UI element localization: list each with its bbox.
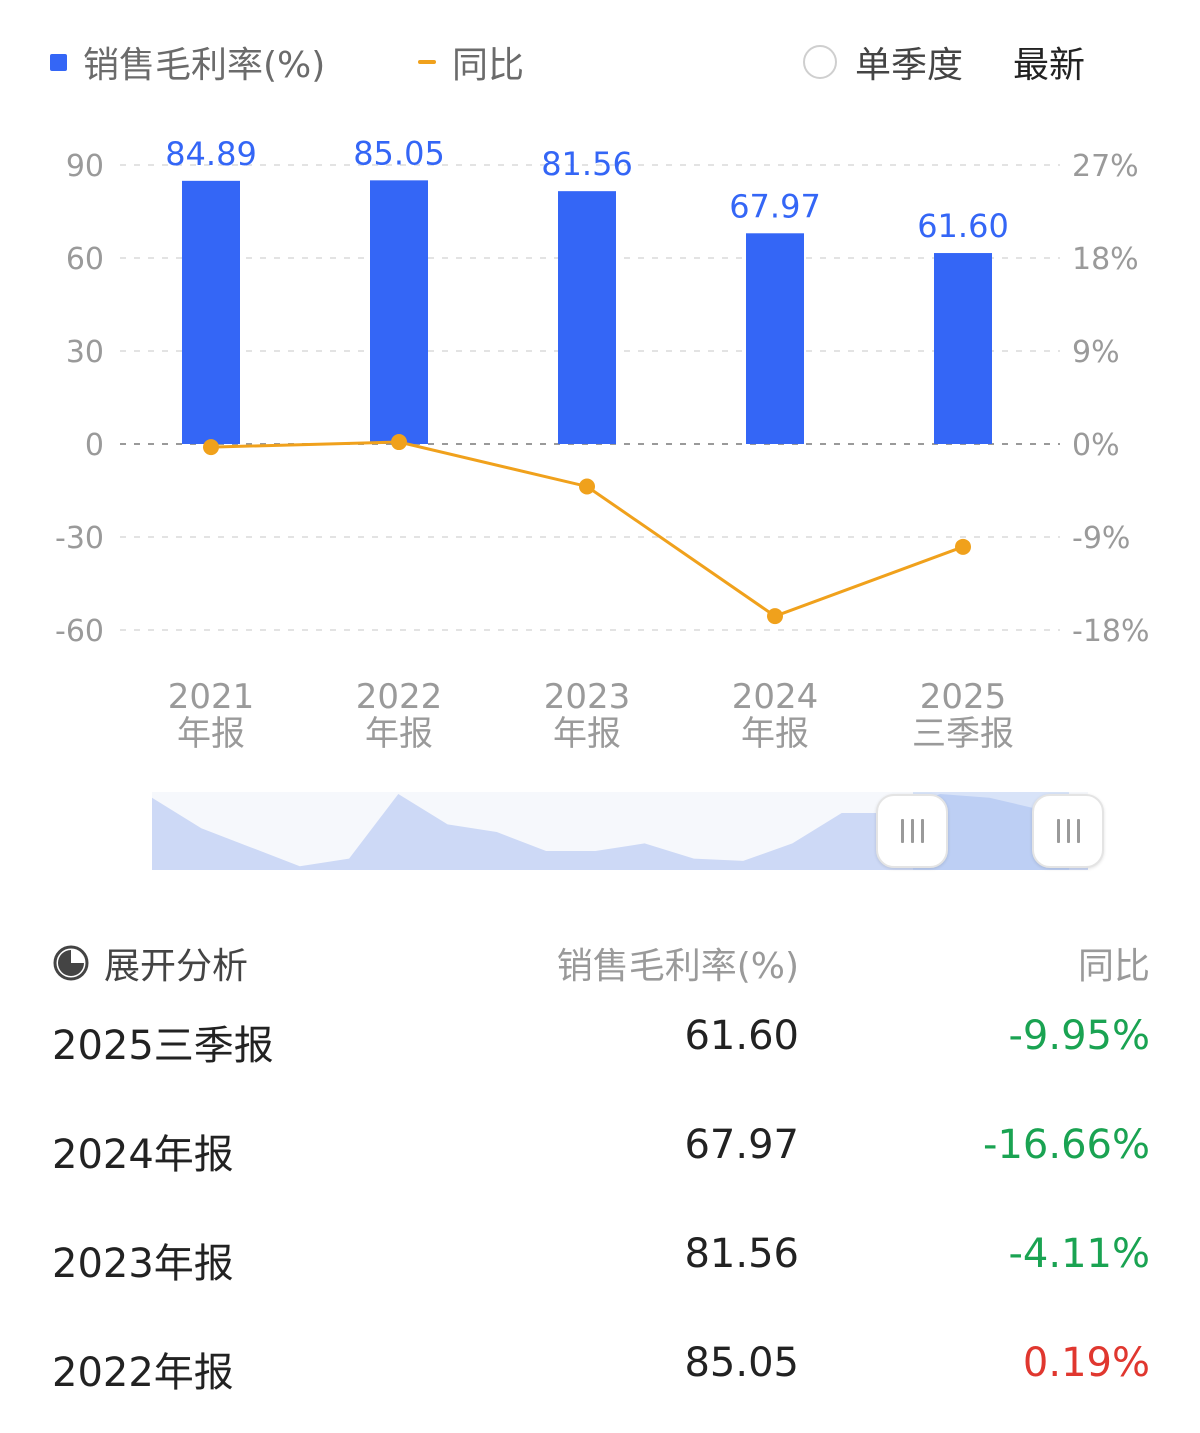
table-body: 2025三季报 61.60 -9.95% 2024年报 67.97 -16.66… bbox=[0, 995, 1200, 1431]
value-cell: 85.05 bbox=[684, 1340, 799, 1386]
right-tick-label: -9% bbox=[1072, 521, 1130, 556]
grip-icon bbox=[900, 819, 924, 843]
right-tick-label: 18% bbox=[1072, 242, 1139, 277]
bar-value-label: 81.56 bbox=[541, 145, 633, 183]
bar bbox=[746, 233, 804, 444]
single-quarter-toggle[interactable]: 单季度 bbox=[803, 36, 963, 88]
bar-value-label: 61.60 bbox=[917, 207, 1009, 245]
left-tick-label: 90 bbox=[66, 149, 104, 184]
table-header: 展开分析 销售毛利率(%) 同比 bbox=[0, 925, 1200, 995]
value-cell: 67.97 bbox=[684, 1122, 799, 1168]
overview-area bbox=[152, 794, 1088, 870]
left-tick-label: 60 bbox=[66, 242, 104, 277]
single-quarter-label: 单季度 bbox=[855, 45, 964, 86]
period-cell: 2024年报 bbox=[52, 1132, 234, 1178]
slider-left-handle[interactable] bbox=[876, 794, 948, 868]
category-label: 2021 bbox=[168, 677, 255, 717]
yoy-cell: 0.19% bbox=[1022, 1340, 1150, 1386]
yoy-point bbox=[955, 538, 971, 555]
table-row[interactable]: 2023年报 81.56 -4.11% bbox=[0, 1213, 1200, 1322]
yoy-cell: -16.66% bbox=[983, 1122, 1150, 1168]
legend-bar-series[interactable]: 销售毛利率(%) bbox=[50, 36, 325, 88]
yoy-point bbox=[203, 439, 219, 456]
left-tick-label: 0 bbox=[85, 428, 104, 463]
category-label: 三季报 bbox=[912, 714, 1014, 754]
period-cell: 2023年报 bbox=[52, 1241, 234, 1287]
bar-swatch-icon bbox=[50, 53, 67, 71]
yoy-cell: -4.11% bbox=[1008, 1231, 1150, 1277]
bar bbox=[182, 180, 240, 444]
bar bbox=[558, 191, 616, 444]
data-table: 展开分析 销售毛利率(%) 同比 2025三季报 61.60 -9.95% 20… bbox=[0, 925, 1200, 1431]
range-slider[interactable] bbox=[132, 790, 1108, 874]
right-tick-label: 27% bbox=[1072, 149, 1139, 184]
bar-value-label: 84.89 bbox=[165, 135, 257, 173]
category-label: 2025 bbox=[920, 677, 1007, 717]
category-label: 2022 bbox=[356, 677, 443, 717]
left-tick-label: 30 bbox=[66, 335, 104, 370]
radio-icon[interactable] bbox=[803, 45, 837, 79]
column-header-yoy: 同比 bbox=[1077, 946, 1150, 987]
period-cell: 2022年报 bbox=[52, 1350, 234, 1396]
table-row[interactable]: 2024年报 67.97 -16.66% bbox=[0, 1104, 1200, 1213]
category-label: 2024 bbox=[732, 677, 819, 717]
bar bbox=[934, 253, 992, 444]
bar bbox=[370, 180, 428, 444]
yoy-point bbox=[767, 608, 783, 625]
expand-analysis-label: 展开分析 bbox=[104, 946, 249, 987]
expand-analysis-button[interactable]: 展开分析 bbox=[52, 937, 248, 989]
table-row[interactable]: 2025三季报 61.60 -9.95% bbox=[0, 995, 1200, 1104]
latest-button[interactable]: 最新 bbox=[1013, 45, 1086, 86]
combo-chart: 90 60 30 0 -30 -60 27% 18% 9% 0% -9% -18% 84.89 85.05… bbox=[55, 134, 1150, 754]
category-label: 2023 bbox=[544, 677, 631, 717]
right-tick-label: -18% bbox=[1072, 614, 1150, 649]
category-label: 年报 bbox=[553, 714, 621, 754]
legend-line-label: 同比 bbox=[452, 45, 525, 86]
period-cell: 2025三季报 bbox=[52, 1023, 274, 1069]
legend-line-series[interactable]: 同比 bbox=[418, 36, 524, 88]
yoy-point bbox=[579, 478, 595, 495]
column-header-value: 销售毛利率(%) bbox=[556, 946, 799, 987]
left-tick-label: -60 bbox=[55, 614, 104, 649]
table-row[interactable]: 2022年报 85.05 0.19% bbox=[0, 1322, 1200, 1431]
yoy-line bbox=[210, 440, 964, 618]
right-tick-label: 0% bbox=[1072, 428, 1120, 463]
grip-icon bbox=[1056, 819, 1080, 843]
legend-bar-label: 销售毛利率(%) bbox=[83, 45, 326, 86]
value-cell: 61.60 bbox=[684, 1013, 799, 1059]
overview-area-path bbox=[152, 794, 1088, 870]
category-label: 年报 bbox=[365, 714, 433, 754]
value-cell: 81.56 bbox=[684, 1231, 799, 1277]
category-label: 年报 bbox=[177, 714, 245, 754]
bar-value-label: 67.97 bbox=[729, 187, 821, 225]
right-tick-label: 9% bbox=[1072, 335, 1120, 370]
pie-chart-icon bbox=[53, 945, 89, 981]
yoy-cell: -9.95% bbox=[1008, 1013, 1150, 1059]
yoy-point bbox=[391, 434, 407, 451]
chart-legend: 销售毛利率(%) 同比 单季度 最新 bbox=[50, 36, 1150, 86]
slider-right-handle[interactable] bbox=[1032, 794, 1104, 868]
line-swatch-icon bbox=[418, 60, 436, 64]
category-label: 年报 bbox=[741, 714, 809, 754]
left-tick-label: -30 bbox=[55, 521, 104, 556]
bar-value-label: 85.05 bbox=[353, 134, 445, 172]
